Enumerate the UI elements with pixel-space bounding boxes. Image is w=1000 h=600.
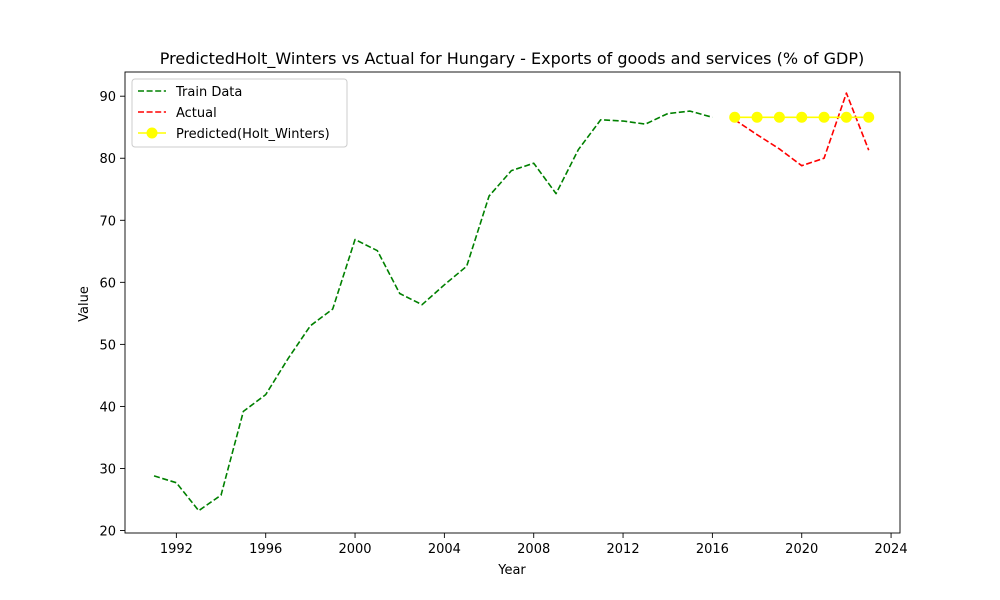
chart-title: PredictedHolt_Winters vs Actual for Hung… (160, 49, 864, 69)
y-tick-label: 40 (99, 400, 116, 415)
x-tick-label: 1996 (249, 542, 282, 557)
x-tick-label: 2012 (607, 542, 640, 557)
y-axis-label: Value (77, 286, 92, 322)
y-tick-label: 90 (99, 90, 116, 105)
data-point-predicted-holt-winters (751, 111, 763, 123)
series-line-train-data (153, 110, 713, 512)
x-tick-label: 2000 (338, 542, 371, 557)
x-tick-label: 2008 (517, 542, 550, 557)
y-tick-label: 80 (99, 152, 116, 167)
data-point-predicted-holt-winters (863, 111, 875, 123)
data-point-predicted-holt-winters (818, 111, 830, 123)
data-point-predicted-holt-winters (796, 111, 808, 123)
plot-area: 1992 1996 2000 2004 2008 2012 2016 2020 2024 20 30… (99, 71, 908, 557)
y-tick-label: 50 (99, 338, 116, 353)
legend-label-predicted-holt-winters: Predicted(Holt_Winters) (176, 127, 330, 142)
legend: Train Data Actual Predicted(Holt_Winters) (131, 78, 348, 148)
data-point-predicted-holt-winters (840, 111, 852, 123)
x-tick-label: 2020 (785, 542, 818, 557)
data-point-predicted-holt-winters (729, 111, 741, 123)
series-line-actual (734, 92, 870, 167)
x-tick-label: 2016 (696, 542, 729, 557)
y-tick-label: 20 (99, 525, 116, 540)
x-axis-label: Year (497, 563, 526, 578)
legend-label-train-data: Train Data (175, 85, 242, 100)
legend-label-actual: Actual (176, 106, 217, 121)
x-tick-label: 1992 (160, 542, 193, 557)
y-tick-label: 30 (99, 462, 116, 477)
axes-frame (124, 71, 901, 534)
y-tick-label: 60 (99, 276, 116, 291)
y-tick-label: 70 (99, 214, 116, 229)
legend-box (131, 78, 348, 148)
data-point-predicted-holt-winters (773, 111, 785, 123)
legend-marker-predicted-holt-winters (146, 127, 158, 139)
x-tick-label: 2024 (875, 542, 908, 557)
x-tick-label: 2004 (428, 542, 461, 557)
